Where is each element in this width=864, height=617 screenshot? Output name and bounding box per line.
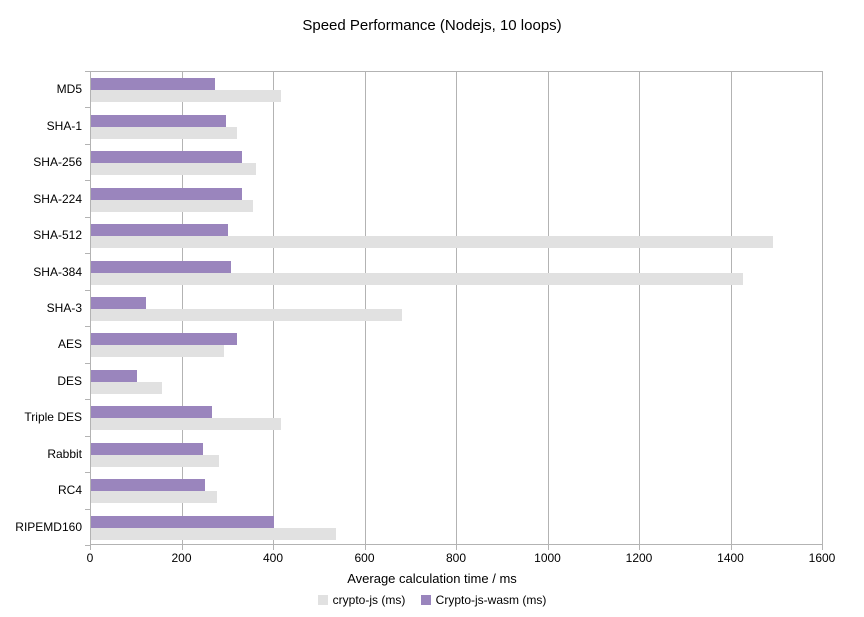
y-label-ripemd160: RIPEMD160: [15, 519, 82, 534]
legend-swatch-crypto-js-wasm: [420, 595, 431, 605]
y-tick-4: [85, 216, 90, 218]
bar-crypto-js-ms--md5: [91, 90, 281, 103]
x-tick-label-400: 400: [262, 551, 284, 565]
bar-crypto-js-ms--sha-384: [91, 272, 743, 285]
y-tick-6: [85, 289, 90, 291]
bar-crypto-js-wasm-ms--sha-224: [91, 187, 242, 200]
y-label-sha-3: SHA-3: [46, 301, 82, 315]
gridline-x-1600: [822, 72, 823, 544]
chart-title: Speed Performance (Nodejs, 10 loops): [302, 17, 562, 34]
y-tick-13: [85, 545, 90, 546]
x-tick-label-800: 800: [445, 551, 467, 565]
bar-crypto-js-ms--sha-256: [91, 163, 256, 176]
bar-crypto-js-ms--ripemd160: [91, 527, 336, 540]
y-tick-10: [85, 435, 90, 437]
bar-crypto-js-wasm-ms--rabbit: [91, 442, 204, 455]
x-tick-1400: [730, 545, 732, 550]
x-tick-200: [181, 545, 183, 550]
bar-crypto-js-wasm-ms--sha-256: [91, 151, 242, 164]
y-tick-1: [85, 107, 90, 109]
y-tick-2: [85, 143, 90, 145]
x-tick-0: [90, 545, 91, 550]
legend-swatch-crypto-js: [317, 595, 328, 605]
x-tick-label-600: 600: [354, 551, 375, 565]
bar-crypto-js-ms--rc4: [91, 491, 217, 504]
y-label-sha-1: SHA-1: [46, 118, 82, 133]
y-label-rabbit: Rabbit: [47, 446, 82, 461]
bar-crypto-js-wasm-ms--ripemd160: [91, 515, 274, 528]
y-label-des: DES: [57, 373, 82, 388]
gridline-x-800: [456, 72, 457, 544]
x-tick-600: [364, 545, 366, 550]
y-label-sha-384: SHA-384: [33, 264, 82, 279]
bar-crypto-js-wasm-ms--sha-1: [91, 114, 226, 127]
gridline-x-1400: [730, 72, 732, 544]
gridline-x-400: [273, 72, 274, 544]
y-label-sha-512: SHA-512: [33, 228, 82, 243]
y-label-triple-des: Triple DES: [24, 410, 82, 425]
bar-crypto-js-ms--des: [91, 381, 162, 394]
bar-crypto-js-wasm-ms--sha-512: [91, 224, 229, 237]
y-label-md5: MD5: [56, 82, 82, 97]
bar-crypto-js-wasm-ms--aes: [91, 333, 238, 346]
bar-crypto-js-ms--aes: [91, 345, 224, 358]
bar-crypto-js-ms--sha-1: [91, 126, 238, 139]
x-tick-label-200: 200: [171, 551, 192, 565]
x-tick-label-1200: 1200: [625, 551, 653, 565]
bar-crypto-js-ms--sha-3: [91, 309, 403, 321]
gridline-x-1200: [639, 72, 640, 544]
gridline-x-1000: [547, 72, 549, 544]
bar-crypto-js-wasm-ms--des: [91, 369, 137, 382]
bar-crypto-js-ms--rabbit: [91, 454, 220, 467]
y-tick-0: [85, 71, 90, 72]
y-label-sha-256: SHA-256: [33, 155, 82, 170]
x-tick-label-1400: 1400: [717, 551, 744, 565]
y-tick-12: [85, 508, 90, 510]
gridline-x-600: [364, 72, 366, 544]
y-tick-5: [85, 253, 90, 255]
bar-crypto-js-ms--sha-512: [91, 236, 773, 249]
x-tick-800: [456, 545, 457, 550]
bar-crypto-js-ms--sha-224: [91, 199, 254, 212]
bar-crypto-js-wasm-ms--md5: [91, 78, 215, 91]
bar-crypto-js-ms--triple-des: [91, 418, 281, 431]
y-label-aes: AES: [57, 337, 82, 352]
legend-label-crypto-js-wasm: Crypto-js-wasm (ms): [435, 593, 547, 607]
y-tick-7: [85, 326, 90, 328]
x-tick-400: [273, 545, 274, 550]
x-tick-1600: [822, 545, 823, 550]
x-tick-label-0: 0: [86, 551, 94, 565]
bar-crypto-js-wasm-ms--triple-des: [91, 406, 213, 419]
y-label-rc4: RC4: [57, 483, 82, 498]
bar-crypto-js-wasm-ms--sha-3: [91, 297, 146, 309]
x-axis-title: Average calculation time / ms: [347, 571, 517, 586]
x-tick-label-1000: 1000: [534, 551, 561, 565]
legend-item-crypto-js: crypto-js (ms): [317, 593, 406, 607]
y-tick-8: [85, 362, 90, 364]
gridline-x-0: [90, 72, 91, 544]
bar-crypto-js-wasm-ms--rc4: [91, 479, 206, 492]
plot-area: [90, 71, 823, 545]
gridline-x-200: [181, 72, 183, 544]
y-tick-11: [85, 472, 90, 474]
x-tick-1200: [639, 545, 640, 550]
legend-item-crypto-js-wasm: Crypto-js-wasm (ms): [420, 593, 547, 607]
bar-crypto-js-wasm-ms--sha-384: [91, 260, 231, 273]
y-label-sha-224: SHA-224: [33, 191, 82, 206]
x-tick-1000: [547, 545, 549, 550]
y-tick-9: [85, 399, 90, 401]
x-tick-label-1600: 1600: [808, 551, 836, 565]
legend: crypto-js (ms) Crypto-js-wasm (ms): [0, 593, 864, 608]
legend-label-crypto-js: crypto-js (ms): [332, 593, 406, 607]
y-tick-3: [85, 180, 90, 182]
